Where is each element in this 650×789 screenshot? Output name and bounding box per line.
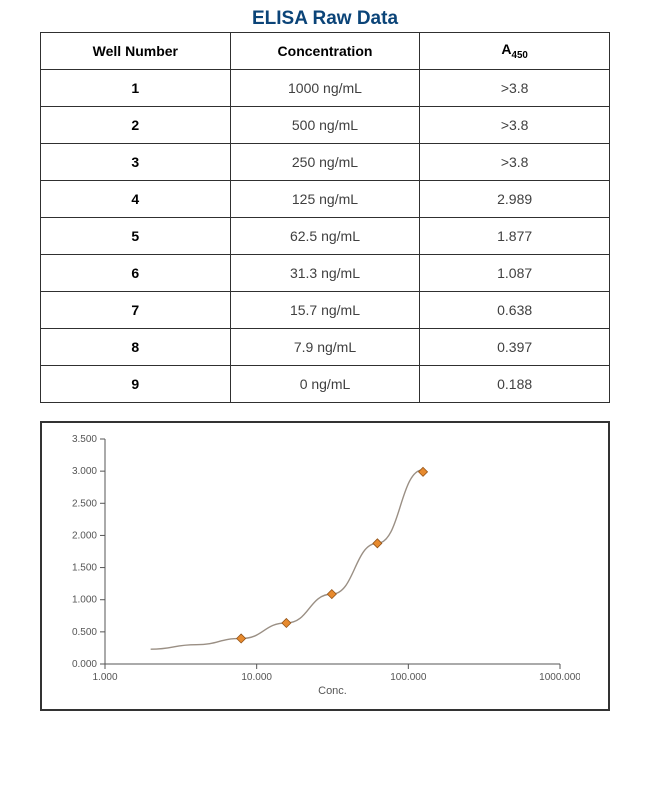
svg-text:3.500: 3.500 [72, 434, 97, 445]
svg-text:1.000: 1.000 [72, 595, 97, 606]
cell-a450: 0.188 [420, 366, 610, 403]
page-title: ELISA Raw Data [40, 8, 610, 30]
cell-a450: >3.8 [420, 70, 610, 107]
svg-text:1.500: 1.500 [72, 563, 97, 574]
cell-well: 9 [41, 366, 231, 403]
cell-well: 2 [41, 107, 231, 144]
cell-well: 5 [41, 218, 231, 255]
cell-well: 6 [41, 255, 231, 292]
svg-text:1.000: 1.000 [92, 672, 117, 683]
svg-text:2.500: 2.500 [72, 498, 97, 509]
cell-conc: 62.5 ng/mL [230, 218, 420, 255]
table-row: 90 ng/mL0.188 [41, 366, 610, 403]
table-row: 631.3 ng/mL1.087 [41, 255, 610, 292]
table-row: 715.7 ng/mL0.638 [41, 292, 610, 329]
svg-text:0.500: 0.500 [72, 627, 97, 638]
table-row: 3250 ng/mL>3.8 [41, 144, 610, 181]
cell-a450: 0.638 [420, 292, 610, 329]
elisa-chart: 0.000 0.500 1.000 1.500 2.000 2.500 3.000 3.500… [50, 431, 580, 701]
cell-conc: 7.9 ng/mL [230, 329, 420, 366]
table-row: 87.9 ng/mL0.397 [41, 329, 610, 366]
svg-text:100.000: 100.000 [390, 672, 427, 683]
svg-text:3.000: 3.000 [72, 466, 97, 477]
cell-conc: 125 ng/mL [230, 181, 420, 218]
svg-text:10.000: 10.000 [241, 672, 272, 683]
cell-conc: 250 ng/mL [230, 144, 420, 181]
cell-conc: 1000 ng/mL [230, 70, 420, 107]
cell-well: 4 [41, 181, 231, 218]
elisa-table: Well Number Concentration A450 11000 ng/… [40, 32, 610, 403]
cell-well: 8 [41, 329, 231, 366]
col-well: Well Number [41, 33, 231, 70]
col-a450: A450 [420, 33, 610, 70]
cell-conc: 31.3 ng/mL [230, 255, 420, 292]
table-row: 562.5 ng/mL1.877 [41, 218, 610, 255]
cell-conc: 0 ng/mL [230, 366, 420, 403]
table-row: 11000 ng/mL>3.8 [41, 70, 610, 107]
cell-a450: 2.989 [420, 181, 610, 218]
cell-a450: >3.8 [420, 107, 610, 144]
cell-well: 7 [41, 292, 231, 329]
svg-text:Conc.: Conc. [318, 685, 347, 697]
cell-a450: 1.877 [420, 218, 610, 255]
elisa-chart-frame: 0.000 0.500 1.000 1.500 2.000 2.500 3.000 3.500… [40, 421, 610, 711]
svg-text:2.000: 2.000 [72, 530, 97, 541]
col-conc: Concentration [230, 33, 420, 70]
cell-well: 3 [41, 144, 231, 181]
cell-conc: 500 ng/mL [230, 107, 420, 144]
cell-a450: 0.397 [420, 329, 610, 366]
svg-text:1000.000: 1000.000 [539, 672, 580, 683]
cell-well: 1 [41, 70, 231, 107]
table-row: 2500 ng/mL>3.8 [41, 107, 610, 144]
cell-a450: 1.087 [420, 255, 610, 292]
cell-conc: 15.7 ng/mL [230, 292, 420, 329]
table-row: 4125 ng/mL2.989 [41, 181, 610, 218]
svg-text:0.000: 0.000 [72, 659, 97, 670]
cell-a450: >3.8 [420, 144, 610, 181]
